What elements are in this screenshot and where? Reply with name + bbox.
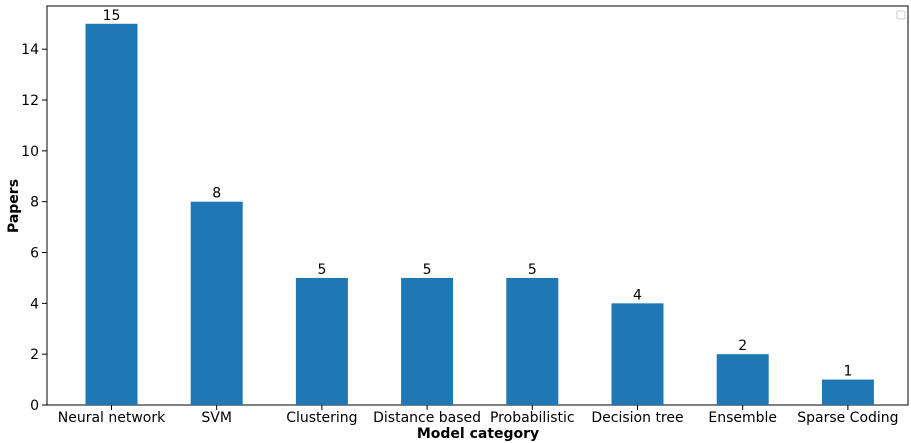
bar-value-label: 5: [317, 262, 326, 278]
bar: [821, 379, 874, 405]
bar-value-label: 15: [103, 8, 121, 24]
bar-value-label: 1: [843, 364, 852, 380]
bar-value-label: 2: [738, 338, 747, 354]
bar-value-label: 5: [423, 262, 432, 278]
y-axis-title: Papers: [6, 179, 22, 233]
plot-frame: [46, 5, 909, 406]
bar-value-label: 8: [212, 186, 221, 202]
x-tick-label: Neural network: [58, 410, 166, 426]
x-tick-label: Distance based: [373, 410, 481, 426]
y-tick-label: 0: [30, 398, 39, 414]
bar: [190, 201, 243, 405]
bar: [716, 354, 769, 405]
y-axis: 0 2 4 6 8 10 12 14: [21, 42, 47, 414]
x-axis: Neural network SVM Clustering Distance base…: [58, 405, 899, 426]
bars: [85, 23, 874, 406]
x-tick-label: Decision tree: [591, 410, 683, 426]
x-axis-title: Model category: [417, 426, 539, 442]
y-tick-label: 8: [30, 195, 39, 211]
x-tick-label: Ensemble: [708, 410, 777, 426]
x-tick-label: Clustering: [286, 410, 357, 426]
y-tick-label: 12: [21, 93, 39, 109]
bar-labels: 15 8 5 5 5 4 2 1: [103, 8, 853, 380]
bar-value-label: 5: [528, 262, 537, 278]
bar: [506, 277, 559, 405]
x-tick-label: SVM: [201, 410, 232, 426]
bar: [611, 303, 664, 405]
bar: [85, 23, 138, 406]
y-tick-label: 14: [21, 42, 39, 58]
y-tick-label: 10: [21, 144, 39, 160]
bar: [295, 277, 348, 405]
bar-value-label: 4: [633, 287, 642, 303]
y-tick-label: 4: [30, 296, 39, 312]
y-tick-label: 6: [30, 246, 39, 262]
x-tick-label: Probabilistic: [490, 410, 575, 426]
bar: [401, 277, 454, 405]
legend-box: [896, 10, 906, 20]
y-tick-label: 2: [30, 347, 39, 363]
x-tick-label: Sparse Coding: [797, 410, 898, 426]
